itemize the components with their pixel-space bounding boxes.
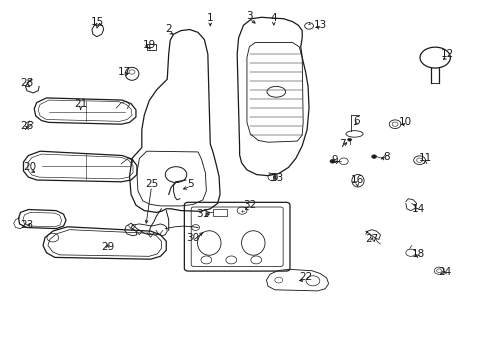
Text: 31: 31	[196, 209, 209, 219]
Text: 18: 18	[410, 249, 424, 259]
Text: 15: 15	[91, 17, 104, 27]
Text: 11: 11	[418, 153, 431, 163]
Text: 17: 17	[118, 67, 131, 77]
Text: 2: 2	[165, 24, 172, 34]
Text: 1: 1	[206, 13, 213, 23]
Text: 12: 12	[440, 49, 453, 59]
Text: 24: 24	[437, 267, 451, 277]
Text: 13: 13	[313, 20, 326, 30]
Text: 28: 28	[20, 78, 34, 88]
Circle shape	[371, 155, 376, 158]
Text: 23: 23	[20, 220, 34, 230]
Text: 3: 3	[245, 11, 252, 21]
Text: 9: 9	[331, 155, 338, 165]
Text: 7: 7	[338, 139, 345, 149]
Text: 32: 32	[242, 200, 256, 210]
Circle shape	[329, 159, 334, 163]
Circle shape	[347, 138, 351, 141]
Text: 14: 14	[410, 204, 424, 214]
Text: 30: 30	[186, 233, 199, 243]
Text: 25: 25	[144, 179, 158, 189]
Text: 19: 19	[142, 40, 156, 50]
Text: 20: 20	[23, 162, 36, 172]
Text: 26: 26	[20, 121, 34, 131]
Text: 27: 27	[364, 234, 378, 244]
Bar	[146, 44, 156, 50]
Text: 33: 33	[269, 173, 283, 183]
Text: 5: 5	[187, 179, 194, 189]
Text: 16: 16	[349, 175, 363, 185]
Text: 4: 4	[270, 13, 277, 23]
Text: 6: 6	[353, 116, 360, 126]
Text: 8: 8	[382, 152, 389, 162]
Text: 21: 21	[74, 99, 87, 109]
Text: 10: 10	[399, 117, 411, 127]
Text: 29: 29	[101, 242, 114, 252]
Bar	[212, 209, 227, 216]
Text: 22: 22	[298, 272, 312, 282]
